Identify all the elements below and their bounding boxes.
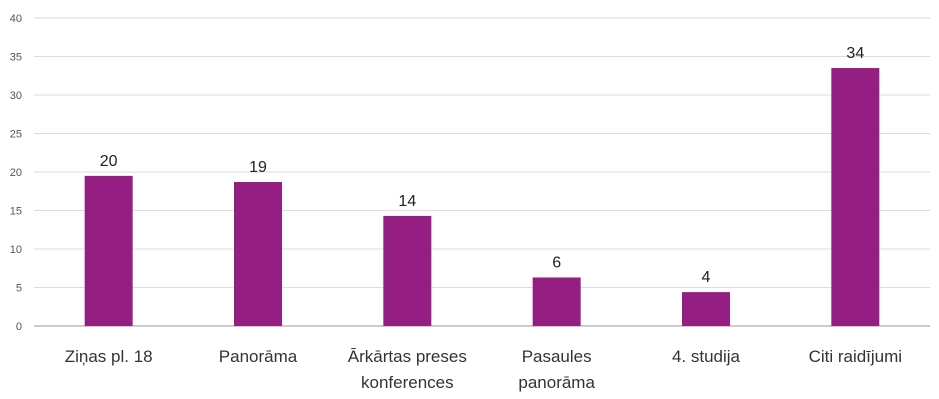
bar <box>532 277 581 326</box>
bar <box>831 68 880 327</box>
y-tick-label: 25 <box>10 129 22 141</box>
y-tick-label: 5 <box>16 283 22 295</box>
y-tick-label: 15 <box>10 206 22 218</box>
y-tick-label: 30 <box>10 90 22 102</box>
bar <box>84 175 133 326</box>
category-label: Ārkārtas preses konferences <box>348 347 467 392</box>
bars <box>84 68 880 327</box>
y-tick-label: 0 <box>16 321 22 333</box>
y-tick-label: 10 <box>10 244 22 256</box>
gridlines <box>34 17 930 327</box>
data-labels: 20 19 14 6 4 34 <box>100 45 865 286</box>
data-label: 19 <box>249 159 267 176</box>
bar <box>383 215 432 326</box>
category-label: Ziņas pl. 18 <box>65 347 153 366</box>
y-tick-label: 40 <box>10 13 22 25</box>
y-tick-label: 35 <box>10 52 22 64</box>
y-tick-label: 20 <box>10 167 22 179</box>
data-label: 4 <box>702 269 711 286</box>
data-label: 20 <box>100 153 118 170</box>
x-axis-categories: Ziņas pl. 18 Panorāma Ārkārtas preses konfe… <box>65 347 902 392</box>
data-label: 6 <box>552 254 561 271</box>
data-label: 14 <box>398 193 416 210</box>
bar <box>682 292 730 326</box>
category-label: Pasaules panorāma <box>518 347 595 392</box>
category-label: Citi raidījumi <box>809 347 903 366</box>
category-label: Panorāma <box>219 347 298 366</box>
category-label: 4. studija <box>672 347 741 366</box>
y-axis-ticks: 0 5 10 15 20 25 30 35 40 <box>10 13 22 333</box>
data-label: 34 <box>846 45 864 62</box>
bar <box>234 182 282 326</box>
